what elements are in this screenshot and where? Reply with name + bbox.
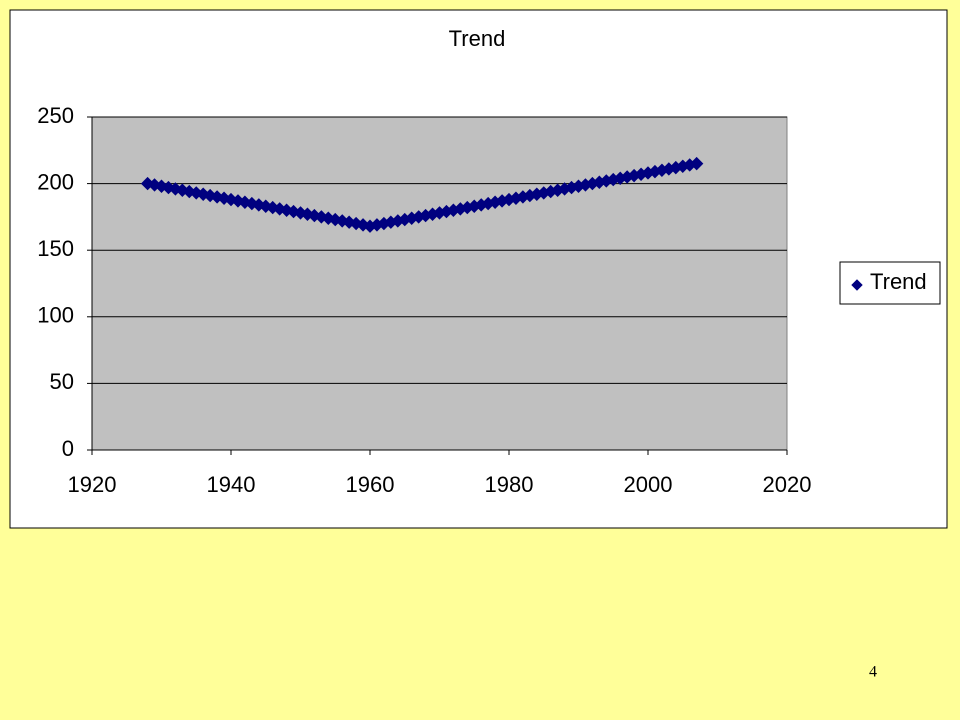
x-tick-label: 2020 — [763, 472, 812, 497]
x-tick-label: 1940 — [207, 472, 256, 497]
slide-number: 4 — [869, 664, 877, 681]
x-tick-label: 1980 — [485, 472, 534, 497]
legend-label: Trend — [870, 269, 927, 294]
x-tick-label: 2000 — [624, 472, 673, 497]
x-tick-label: 1920 — [68, 472, 117, 497]
legend-marker — [851, 279, 863, 291]
point — [689, 156, 704, 171]
y-tick-label: 0 — [62, 436, 74, 461]
y-tick-label: 50 — [50, 369, 74, 394]
y-tick-label: 100 — [37, 303, 74, 328]
y-tick-label: 200 — [37, 169, 74, 194]
y-tick-label: 250 — [37, 103, 74, 128]
y-tick-label: 150 — [37, 236, 74, 261]
x-tick-label: 1960 — [346, 472, 395, 497]
chart-title: Trend — [449, 26, 506, 51]
